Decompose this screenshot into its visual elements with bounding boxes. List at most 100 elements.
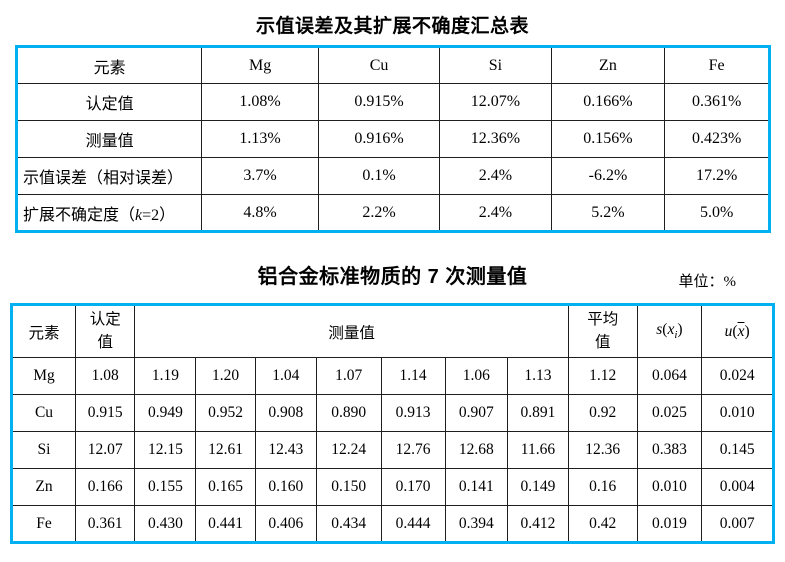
stddev-cell: 0.383 bbox=[636, 431, 703, 469]
table-cell: 2.4% bbox=[439, 157, 552, 195]
mean-cell: 0.42 bbox=[567, 505, 638, 543]
mean-cell: 0.16 bbox=[567, 468, 638, 506]
table-cell: 0.916% bbox=[317, 120, 441, 158]
table-cell: 1.08% bbox=[201, 83, 319, 121]
certified-cell: 0.915 bbox=[74, 394, 136, 432]
measurement-cell: 0.170 bbox=[380, 468, 446, 506]
x-symbol: x bbox=[667, 321, 675, 339]
measurement-cell: 0.891 bbox=[506, 394, 569, 432]
measurement-cell: 0.907 bbox=[444, 394, 508, 432]
certified-cell: 12.07 bbox=[74, 431, 136, 469]
table-cell: 12.36% bbox=[439, 120, 552, 158]
paren: ) bbox=[744, 322, 750, 340]
table2-header-certified: 认定值 bbox=[74, 304, 136, 358]
uncertainty-cell: 0.010 bbox=[701, 394, 774, 432]
stddev-cell: 0.010 bbox=[636, 468, 703, 506]
uncertainty-cell: 0.145 bbox=[701, 431, 774, 469]
header-line: 平均 bbox=[587, 311, 619, 329]
measurement-cell: 1.13 bbox=[506, 357, 569, 395]
table2-header-stddev: s(xi) bbox=[636, 304, 703, 358]
table1-title: 示值误差及其扩展不确度汇总表 bbox=[255, 16, 529, 37]
measurement-cell: 0.908 bbox=[254, 394, 317, 432]
table1-header-fe: Fe bbox=[664, 46, 770, 84]
table2-header-row: 元素 认定值 测量值 平均值 s(xi) u(x) bbox=[11, 304, 774, 358]
measurement-cell: 0.952 bbox=[195, 394, 256, 432]
element-cell: Zn bbox=[11, 468, 76, 506]
table-cell: 12.07% bbox=[439, 83, 552, 121]
measurement-cell: 12.24 bbox=[315, 431, 382, 469]
measurement-cell: 0.165 bbox=[195, 468, 256, 506]
table2-row-mg: Mg 1.08 1.19 1.20 1.04 1.07 1.14 1.06 1.… bbox=[11, 357, 774, 395]
table-cell: 0.361% bbox=[664, 83, 770, 121]
measurement-cell: 1.14 bbox=[380, 357, 446, 395]
measurement-cell: 1.20 bbox=[195, 357, 256, 395]
s-symbol: s bbox=[656, 321, 663, 339]
table2-header-uncertainty: u(x) bbox=[701, 304, 774, 358]
measurement-cell: 12.15 bbox=[134, 431, 197, 469]
uncertainty-cell: 0.004 bbox=[701, 468, 774, 506]
table2-row-cu: Cu 0.915 0.949 0.952 0.908 0.890 0.913 0… bbox=[11, 394, 774, 432]
table-cell: -6.2% bbox=[550, 157, 666, 195]
stddev-cell: 0.019 bbox=[636, 505, 703, 543]
table2-header-element: 元素 bbox=[11, 304, 76, 358]
element-cell: Cu bbox=[11, 394, 76, 432]
uncertainty-cell: 0.024 bbox=[701, 357, 774, 395]
table2-row-zn: Zn 0.166 0.155 0.165 0.160 0.150 0.170 0… bbox=[11, 468, 774, 506]
measurement-cell: 0.155 bbox=[134, 468, 197, 506]
header-line: 值 bbox=[594, 333, 611, 351]
uncertainty-cell: 0.007 bbox=[701, 505, 774, 543]
measurement-cell: 0.434 bbox=[315, 505, 382, 543]
k-symbol: k bbox=[135, 206, 143, 224]
measurement-cell: 0.444 bbox=[380, 505, 446, 543]
table1-header-element: 元素 bbox=[15, 46, 203, 84]
paren: ( bbox=[732, 322, 738, 340]
paren: ) bbox=[677, 321, 683, 339]
measurement-cell: 0.412 bbox=[506, 505, 569, 543]
table-cell: 0.156% bbox=[550, 120, 666, 158]
table1-header-zn: Zn bbox=[550, 46, 666, 84]
u-symbol: u bbox=[724, 322, 733, 340]
table1-header-si: Si bbox=[439, 46, 552, 84]
measurement-cell: 0.890 bbox=[315, 394, 382, 432]
table2-title: 铝合金标准物质的 7 次测量值 bbox=[257, 266, 528, 288]
table2-row-si: Si 12.07 12.15 12.61 12.43 12.24 12.76 1… bbox=[11, 431, 774, 469]
measurement-cell: 0.150 bbox=[315, 468, 382, 506]
certified-cell: 0.166 bbox=[74, 468, 136, 506]
measurement-cell: 12.61 bbox=[195, 431, 256, 469]
table1-row-certified: 认定值 1.08% 0.915% 12.07% 0.166% 0.361% bbox=[15, 83, 770, 121]
measurement-cell: 0.406 bbox=[254, 505, 317, 543]
row-label: 认定值 bbox=[15, 83, 203, 121]
paren: ( bbox=[662, 321, 668, 339]
stddev-cell: 0.064 bbox=[636, 357, 703, 395]
label-text: 扩展不确定度（ bbox=[23, 206, 136, 224]
measurement-cell: 0.394 bbox=[444, 505, 508, 543]
row-label: 扩展不确定度（k=2） bbox=[15, 194, 203, 232]
measurement-cell: 0.441 bbox=[195, 505, 256, 543]
header-line: 值 bbox=[97, 333, 113, 351]
certified-cell: 0.361 bbox=[74, 505, 136, 543]
table1-row-measured: 测量值 1.13% 0.916% 12.36% 0.156% 0.423% bbox=[15, 120, 770, 158]
measurement-cell: 0.949 bbox=[134, 394, 197, 432]
mean-cell: 0.92 bbox=[567, 394, 638, 432]
mean-cell: 1.12 bbox=[567, 357, 638, 395]
measurement-cell: 1.19 bbox=[134, 357, 197, 395]
measurement-cell: 0.430 bbox=[134, 505, 197, 543]
table-cell: 0.166% bbox=[550, 83, 666, 121]
table-cell: 1.13% bbox=[201, 120, 319, 158]
label-text: =2） bbox=[142, 206, 176, 224]
table2-title-bar: 铝合金标准物质的 7 次测量值 单位：% bbox=[0, 261, 785, 293]
table-cell: 0.1% bbox=[317, 157, 441, 195]
measurement-cell: 11.66 bbox=[506, 431, 569, 469]
indication-error-summary-table[interactable]: 元素 Mg Cu Si Zn Fe 认定值 1.08% 0.915% 12.07… bbox=[15, 45, 771, 233]
measurements-table[interactable]: 元素 认定值 测量值 平均值 s(xi) u(x) Mg 1.08 1.19 1… bbox=[10, 303, 775, 544]
subscript-i: i bbox=[674, 329, 678, 342]
table-cell: 2.2% bbox=[317, 194, 441, 232]
measurement-cell: 12.43 bbox=[254, 431, 317, 469]
header-line: 认定 bbox=[89, 311, 121, 329]
element-cell: Fe bbox=[11, 505, 76, 543]
element-cell: Mg bbox=[11, 357, 76, 395]
x-bar-symbol: x bbox=[737, 322, 745, 340]
measurement-cell: 12.68 bbox=[444, 431, 508, 469]
measurement-cell: 0.160 bbox=[254, 468, 317, 506]
row-label: 测量值 bbox=[15, 120, 203, 158]
